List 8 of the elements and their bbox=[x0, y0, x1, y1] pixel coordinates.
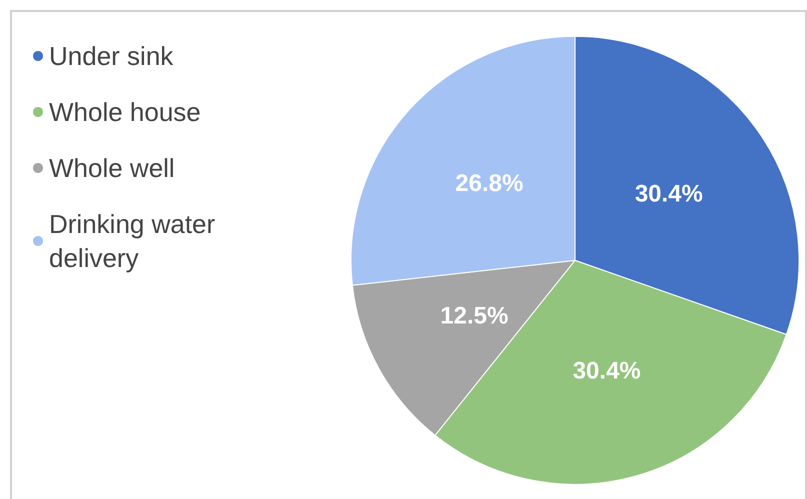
data-label: 30.4% bbox=[572, 357, 641, 384]
data-label: 26.8% bbox=[455, 170, 524, 198]
data-label: 12.5% bbox=[440, 302, 508, 330]
legend-label: Whole house bbox=[49, 97, 201, 127]
legend-label: Drinking water delivery bbox=[49, 209, 222, 273]
data-label: 30.4% bbox=[634, 180, 703, 208]
legend-label: Under sink bbox=[49, 41, 174, 71]
legend-label: Whole well bbox=[49, 153, 175, 183]
